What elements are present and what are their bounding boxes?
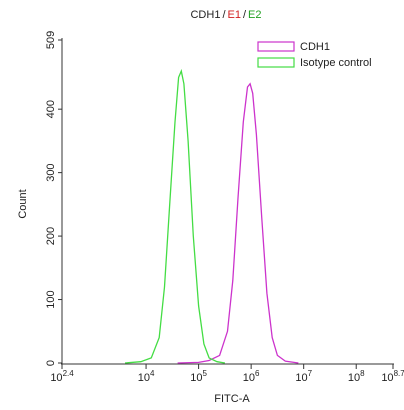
x-tick-base: 10 [348, 372, 360, 384]
y-tick-label: 100 [45, 290, 57, 308]
y-tick-label: 300 [45, 163, 57, 181]
title-part: / [243, 9, 247, 21]
x-tick-exponent: 7 [308, 369, 313, 378]
x-tick-base: 10 [190, 372, 202, 384]
y-tick-label: 200 [45, 227, 57, 245]
x-tick-exponent: 8 [360, 369, 365, 378]
x-tick-exponent: 2.4 [63, 369, 75, 378]
x-tick-label: 102.4 [50, 369, 74, 384]
legend-swatch [257, 57, 295, 68]
title-part: CDH1 [190, 9, 220, 21]
x-tick-base: 10 [381, 372, 393, 384]
series-line [177, 82, 299, 364]
title-part: E2 [248, 9, 261, 21]
legend-swatch [257, 41, 295, 52]
series-line [124, 68, 226, 364]
x-tick-base: 10 [243, 372, 255, 384]
y-tick-label: 0 [45, 360, 57, 366]
y-tick-label: 509 [45, 31, 57, 49]
x-tick-label: 108.7 [381, 369, 404, 384]
x-tick-exponent: 4 [150, 369, 155, 378]
legend-label: Isotype control [300, 57, 372, 69]
x-axis-label: FITC-A [214, 393, 250, 405]
title-part: / [222, 9, 226, 21]
x-tick-label: 105 [190, 369, 207, 384]
title-part: E1 [228, 9, 241, 21]
x-tick-label: 107 [295, 369, 312, 384]
x-tick-exponent: 8.7 [394, 369, 404, 378]
chart-title: CDH1/E1/E2 [190, 9, 261, 21]
y-tick-label: 400 [45, 100, 57, 118]
x-tick-label: 106 [243, 369, 260, 384]
x-tick-base: 10 [295, 372, 307, 384]
legend-label: CDH1 [300, 41, 330, 53]
x-tick-label: 108 [348, 369, 365, 384]
x-tick-exponent: 5 [203, 369, 208, 378]
x-tick-label: 104 [138, 369, 155, 384]
x-tick-base: 10 [138, 372, 150, 384]
y-axis-label: Count [17, 189, 29, 218]
x-tick-exponent: 6 [255, 369, 260, 378]
x-tick-base: 10 [50, 372, 62, 384]
